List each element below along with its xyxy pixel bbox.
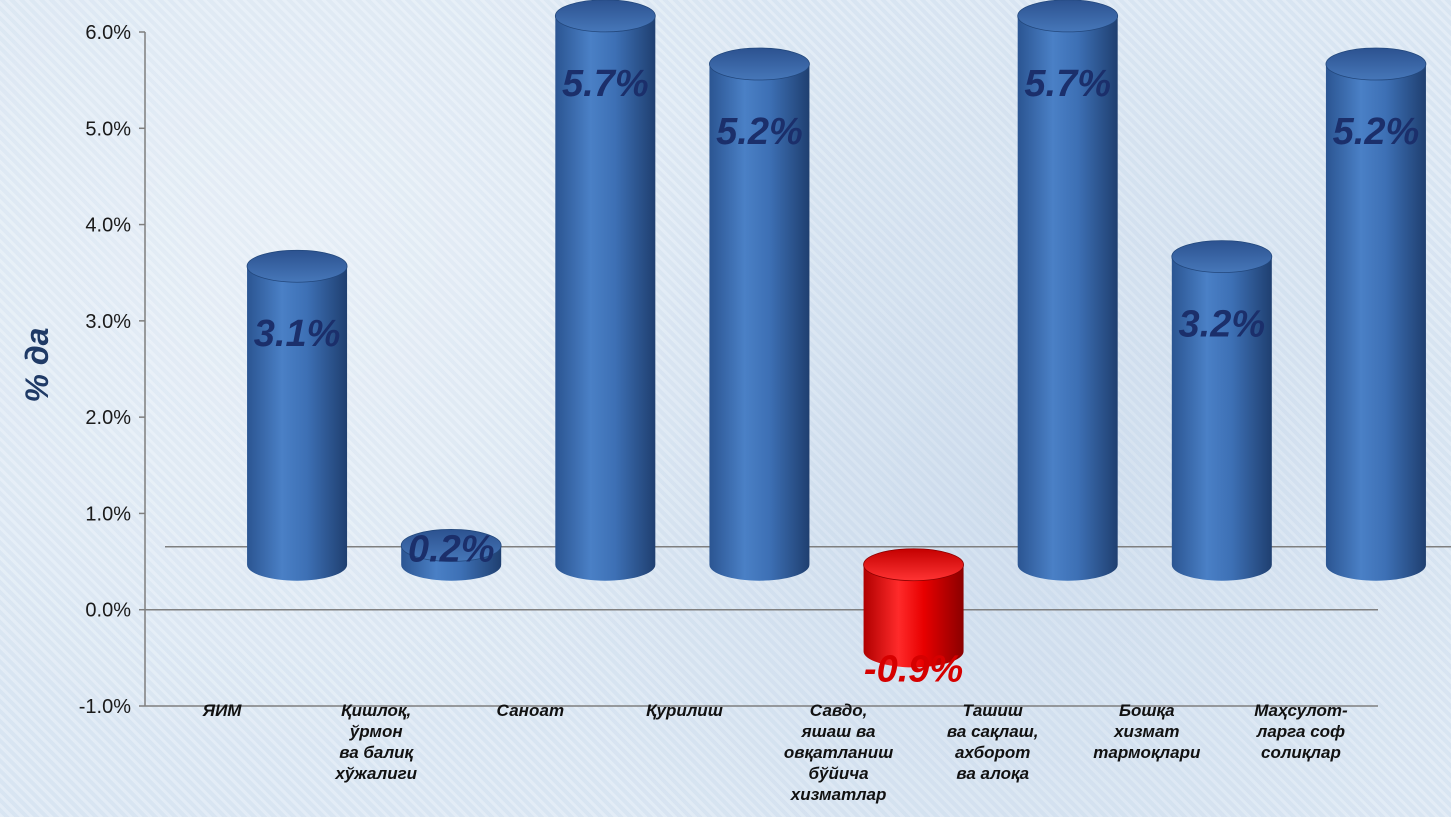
category-label-line: яшаш ва <box>801 722 876 741</box>
bar-4 <box>863 548 964 668</box>
category-label-line: Қишлоқ, <box>341 701 411 720</box>
category-label-line: овқатланиш <box>784 743 893 762</box>
axes: -1.0% 0.0% 1.0% 2.0% 3.0% 4.0% 5.0% 6.0% <box>79 22 1451 718</box>
bar-3 <box>709 47 810 581</box>
category-label-line: Ташиш <box>962 701 1022 720</box>
category-label-line: ва алоқа <box>956 764 1029 783</box>
bar-0 <box>246 249 348 581</box>
category-label: Маҳсулот-ларга соф солиқлар <box>1254 701 1348 762</box>
data-label: 3.2% <box>1179 304 1266 346</box>
category-label-line: Қурилиш <box>646 701 723 720</box>
category-label-line: ЯИМ <box>202 701 243 720</box>
bar-body <box>1171 256 1272 581</box>
category-label-line: Савдо, <box>810 701 868 720</box>
category-label: Бошқа хизмат тармоқлари <box>1093 701 1201 762</box>
category-label-line: ахборот <box>955 743 1030 762</box>
y-tick-label: 6.0% <box>85 22 131 44</box>
category-label-line: хўжалиги <box>334 764 417 783</box>
data-label: -0.9% <box>864 648 963 690</box>
category-label-line: Маҳсулот- <box>1254 701 1348 720</box>
bar-top <box>400 529 502 562</box>
category-label-line: Саноат <box>497 701 565 720</box>
bar-top <box>863 548 964 582</box>
bar-body <box>863 564 964 668</box>
data-label: 5.2% <box>1333 111 1420 153</box>
category-label-line: ва балиқ <box>339 743 414 762</box>
data-label: 5.7% <box>562 63 649 105</box>
y-tick-label: 1.0% <box>85 503 131 525</box>
y-tick-label: 3.0% <box>85 311 131 333</box>
y-tick-label: 4.0% <box>85 215 131 237</box>
y-axis-title: % да <box>19 328 55 403</box>
category-label: ЯИМ <box>202 701 243 720</box>
category-label-line: ларга соф <box>1256 722 1345 741</box>
bar-top <box>1017 0 1119 33</box>
category-label-line: Бошқа <box>1119 701 1175 720</box>
category-label-line: ўрмон <box>349 722 403 741</box>
bar-body <box>1017 15 1118 581</box>
category-label: Қурилиш <box>646 701 723 720</box>
bar-body <box>247 266 348 581</box>
bar-body <box>555 15 656 581</box>
bar-7 <box>1325 47 1427 581</box>
y-tick-label: 5.0% <box>85 118 131 140</box>
data-label: 5.7% <box>1024 63 1111 105</box>
data-labels: 3.1% 0.2% 5.7% 5.2% -0.9% 5.7% 3.2% 5.2% <box>254 63 1420 690</box>
category-label: Савдо, яшаш ва овқатланиш бўйича хизматлар <box>784 701 893 804</box>
category-label-line: ва сақлаш, <box>947 722 1039 741</box>
category-label: Қишлоқ, ўрмон ва балиқ хўжалиги <box>334 701 417 783</box>
category-label-line: тармоқлари <box>1093 743 1201 762</box>
bar-6 <box>1171 240 1273 581</box>
bar-top <box>1325 47 1427 81</box>
data-label: 0.2% <box>408 528 495 570</box>
category-label-line: солиқлар <box>1261 743 1341 762</box>
bar-body <box>1325 64 1426 581</box>
y-tick-label: 0.0% <box>85 600 131 622</box>
category-label-line: хизмат <box>1113 722 1179 741</box>
category-label-line: хизматлар <box>790 785 887 804</box>
y-tick-label: 2.0% <box>85 407 131 429</box>
category-label: Ташиш ва сақлаш, ахборот ва алоқа <box>947 701 1039 783</box>
bar-body <box>709 64 810 581</box>
category-label: Саноат <box>497 701 565 720</box>
bar-top <box>1171 240 1273 274</box>
category-labels: ЯИМ Қишлоқ, ўрмон ва балиқ хўжалиги Саноат Қур… <box>202 701 1348 804</box>
bar-5 <box>1017 0 1119 581</box>
bar-top <box>554 0 656 33</box>
data-label: 3.1% <box>254 313 341 355</box>
bar-top <box>246 249 348 283</box>
data-label: 5.2% <box>716 111 803 153</box>
y-tick-label: -1.0% <box>79 696 131 718</box>
category-label-line: бўйича <box>809 764 869 783</box>
bar-1 <box>400 529 502 581</box>
bar-top <box>709 47 810 81</box>
bar-2 <box>554 0 656 581</box>
bars <box>246 0 1427 668</box>
